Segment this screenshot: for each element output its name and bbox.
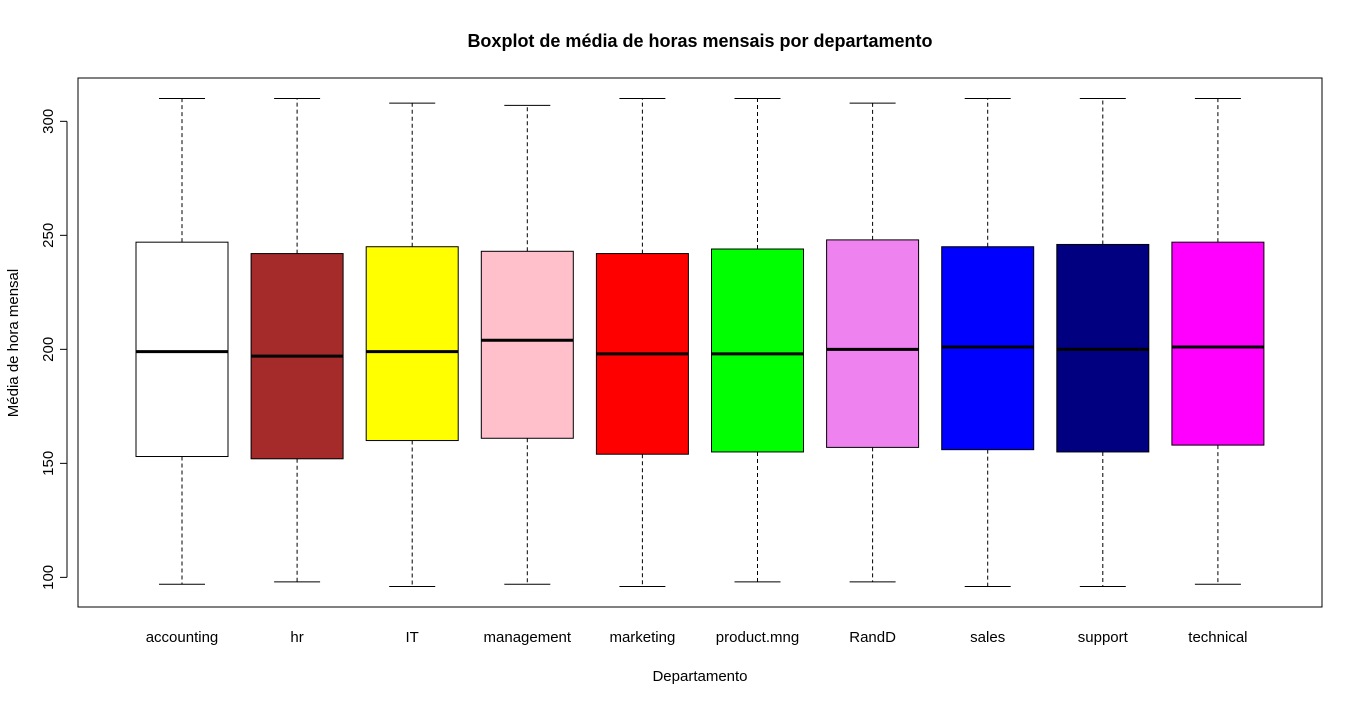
- y-tick-label: 250: [40, 223, 57, 248]
- x-tick-label: IT: [406, 629, 419, 646]
- x-tick-label: RandD: [849, 629, 896, 646]
- box-support: [1056, 98, 1150, 587]
- iqr-box: [826, 239, 920, 448]
- iqr-box: [135, 241, 229, 458]
- y-axis-label: Média de hora mensal: [5, 269, 22, 417]
- box-management: [480, 104, 574, 585]
- y-tick-label: 100: [40, 565, 57, 590]
- iqr-box: [1171, 241, 1265, 446]
- box-RandD: [826, 102, 920, 583]
- x-tick-label: product.mng: [716, 629, 799, 646]
- iqr-box: [365, 246, 459, 442]
- box-sales: [941, 98, 1035, 587]
- y-tick-label: 150: [40, 451, 57, 476]
- box-accounting: [135, 98, 229, 585]
- plot-frame: [77, 77, 1323, 608]
- x-axis-label: Departamento: [652, 668, 747, 685]
- box-series: [135, 98, 1265, 587]
- x-tick-label: marketing: [609, 629, 675, 646]
- box-marketing: [595, 98, 689, 587]
- iqr-box: [711, 248, 804, 453]
- x-tick-label: sales: [970, 629, 1005, 646]
- x-tick-label: technical: [1188, 629, 1247, 646]
- x-tick-label: support: [1078, 629, 1129, 646]
- x-tick-label: hr: [290, 629, 303, 646]
- y-tick-label: 300: [40, 109, 57, 134]
- box-IT: [365, 102, 459, 587]
- box-product.mng: [711, 98, 804, 583]
- chart-title: Boxplot de média de horas mensais por de…: [467, 31, 932, 51]
- y-tick-label: 200: [40, 337, 57, 362]
- x-tick-label: management: [484, 629, 572, 646]
- y-axis: 100 150 200 250 300: [40, 109, 68, 590]
- x-axis: accounting hr IT management marketing product…: [146, 629, 1248, 646]
- iqr-box: [480, 250, 574, 439]
- box-technical: [1171, 98, 1265, 585]
- x-tick-label: accounting: [146, 629, 219, 646]
- box-hr: [250, 98, 344, 583]
